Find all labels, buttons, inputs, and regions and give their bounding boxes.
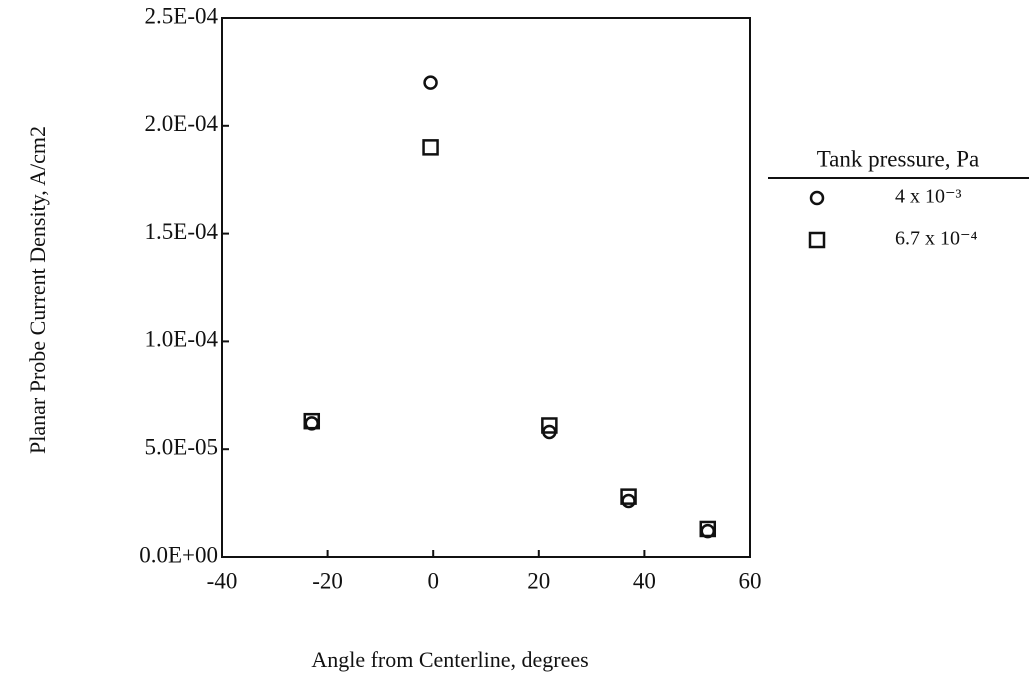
plot-frame [221, 17, 751, 558]
y-tick-label: 1.0E-04 [145, 327, 219, 352]
x-tick-label: 0 [427, 568, 439, 593]
square-point [422, 139, 439, 156]
square-point [303, 412, 321, 430]
legend-marker [809, 190, 825, 206]
x-axis-label: Angle from Centerline, degrees [311, 647, 588, 672]
x-tick-label: -20 [312, 568, 343, 593]
x-tick-label: 20 [527, 568, 550, 593]
square-point [541, 417, 558, 434]
legend-title: Tank pressure, Pa [817, 146, 980, 171]
square-point [620, 488, 637, 505]
y-axis-label: Planar Probe Current Density, A/cm2 [25, 126, 50, 454]
circle-point [423, 75, 438, 90]
y-tick-label: 5.0E-05 [145, 434, 218, 459]
y-tick-label: 0.0E+00 [139, 542, 218, 567]
y-tick-label: 1.5E-04 [145, 219, 219, 244]
y-tick-label: 2.5E-04 [145, 3, 219, 28]
square-point [699, 520, 717, 538]
x-tick-label: 60 [739, 568, 762, 593]
circle-point [621, 493, 636, 509]
x-tick-label: -40 [207, 568, 238, 593]
legend-marker [808, 231, 826, 249]
x-tick-label: 40 [633, 568, 656, 593]
legend-label: 6.7 x 10⁻⁴ [895, 228, 978, 250]
y-tick-label: 2.0E-04 [145, 111, 219, 136]
legend-label: 4 x 10⁻³ [895, 186, 962, 208]
